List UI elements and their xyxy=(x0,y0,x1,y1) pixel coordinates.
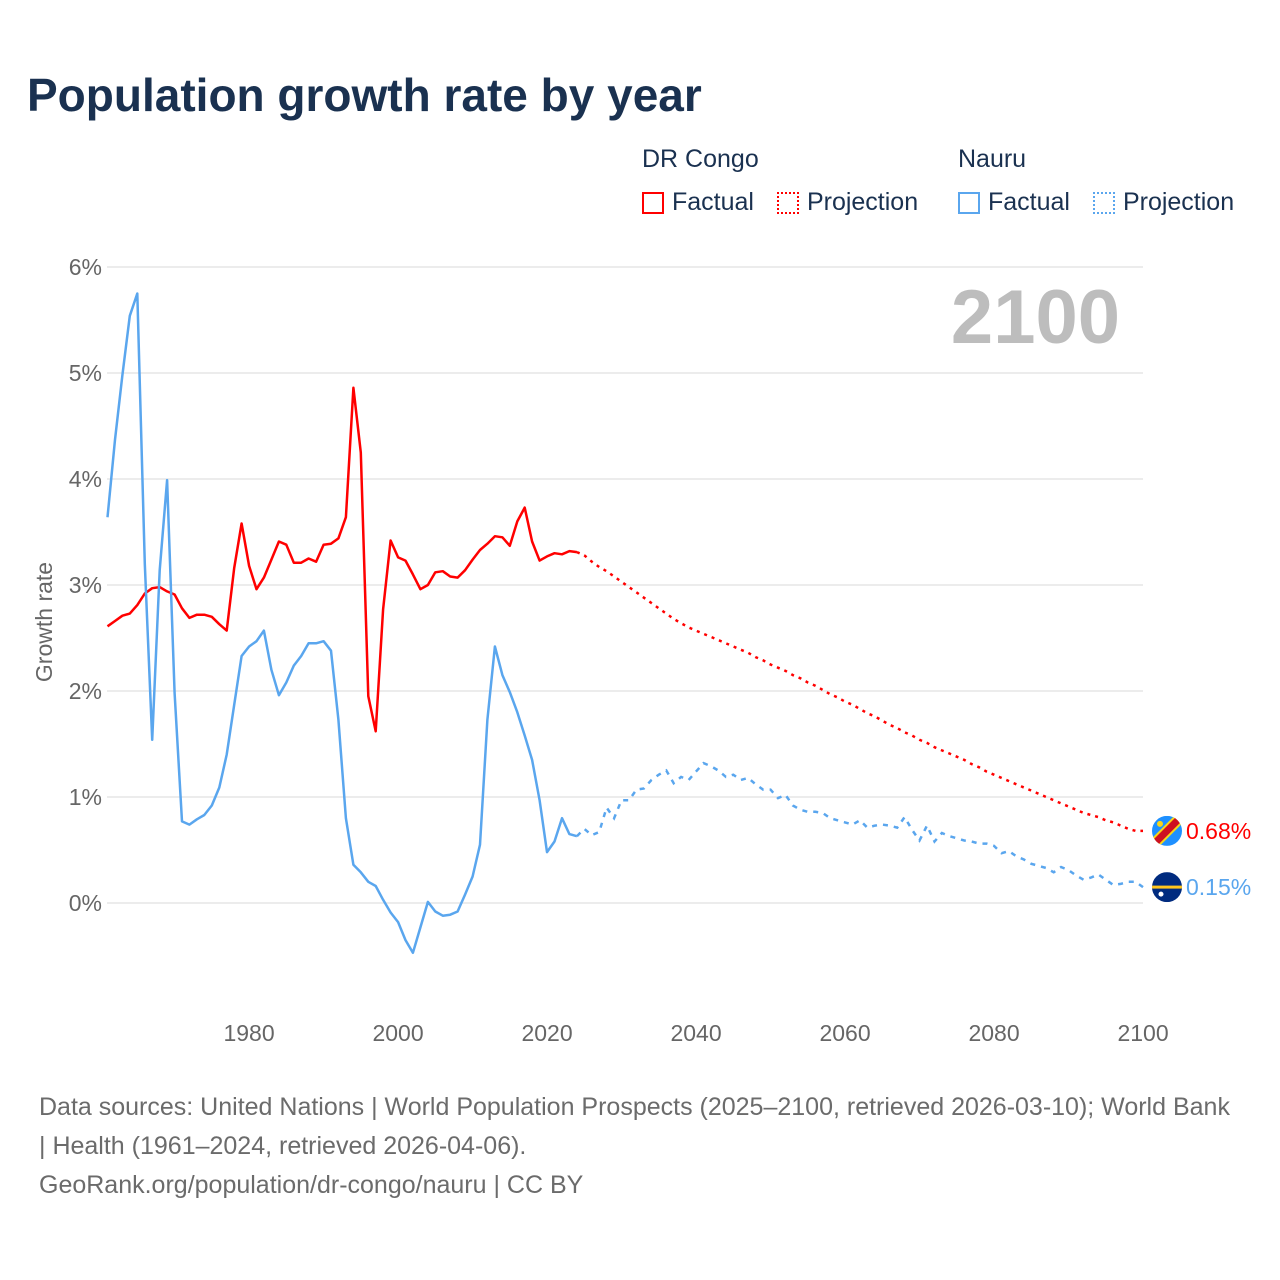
x-tick-label: 2000 xyxy=(372,1020,423,1046)
legend-dr-congo: DR Congo Factual Projection xyxy=(642,145,934,221)
nauru-end-value-label: 0.15% xyxy=(1186,874,1251,900)
x-tick-label: 2040 xyxy=(670,1020,721,1046)
flag-body xyxy=(1152,872,1182,903)
y-tick-label: 5% xyxy=(69,360,102,386)
x-tick-label: 2100 xyxy=(1117,1020,1168,1046)
dr-congo-flag-icon xyxy=(1152,815,1182,846)
y-tick-label: 4% xyxy=(69,466,102,492)
y-tick-label: 6% xyxy=(69,254,102,280)
flag-stripe xyxy=(1152,885,1182,889)
legend-group-label: Nauru xyxy=(958,145,1027,173)
dotted-swatch-icon xyxy=(776,191,799,214)
dotted-swatch-icon xyxy=(1092,191,1115,214)
data-sources: Data sources: United Nations | World Pop… xyxy=(39,1093,1230,1160)
gridlines xyxy=(107,266,1143,904)
chart-title: Population growth rate by year xyxy=(27,69,702,121)
legend-dr-congo-projection[interactable]: Projection xyxy=(776,188,919,217)
credit-link[interactable]: GeoRank.org/population/dr-congo/nauru | … xyxy=(39,1171,584,1199)
legend-nauru: Nauru Factual Projection xyxy=(958,145,1234,221)
legend-nauru-factual[interactable]: Factual xyxy=(958,188,1070,217)
dr-congo-end-value-label: 0.68% xyxy=(1186,818,1251,844)
y-axis-ticks: 0% 1% 2% 3% 4% 5% 6% xyxy=(69,254,102,916)
series-end-markers: 0.68% 0.15% xyxy=(1152,815,1251,903)
legend-label: Projection xyxy=(1122,188,1235,216)
x-tick-label: 1980 xyxy=(223,1020,274,1046)
solid-swatch-icon xyxy=(958,191,980,214)
legend-dr-congo-factual[interactable]: Factual xyxy=(642,188,754,217)
legend-group-label: DR Congo xyxy=(642,145,759,173)
legend-label: Factual xyxy=(988,188,1070,216)
y-tick-label: 3% xyxy=(69,572,102,598)
x-axis-ticks: 1980 2000 2020 2040 2060 2080 2100 xyxy=(223,1020,1168,1046)
nauru-projection-line xyxy=(576,761,1144,889)
nauru-factual-line xyxy=(106,292,578,955)
footer: Data sources: United Nations | World Pop… xyxy=(39,1088,1239,1205)
year-watermark: 2100 xyxy=(951,275,1120,360)
series-lines xyxy=(106,292,1144,955)
legend-nauru-projection[interactable]: Projection xyxy=(1092,188,1235,217)
x-tick-label: 2080 xyxy=(968,1020,1019,1046)
nauru-flag-icon xyxy=(1152,872,1182,903)
flag-body xyxy=(1152,815,1182,846)
x-tick-label: 2060 xyxy=(819,1020,870,1046)
legend-label: Projection xyxy=(806,188,919,216)
line-chart: 0% 1% 2% 3% 4% 5% 6% 1980 2000 2020 2040 2060 2080 2… xyxy=(31,254,1251,1046)
y-tick-label: 2% xyxy=(69,678,102,704)
dr-congo-projection-line xyxy=(576,550,1143,833)
legend-label: Factual xyxy=(672,188,754,216)
flag-star xyxy=(1157,820,1163,827)
y-tick-label: 0% xyxy=(69,890,102,916)
y-axis-label: Growth rate xyxy=(31,562,57,682)
dr-congo-factual-line xyxy=(106,386,578,733)
x-tick-label: 2020 xyxy=(521,1020,572,1046)
flag-star xyxy=(1158,891,1164,897)
solid-swatch-icon xyxy=(642,191,664,214)
y-tick-label: 1% xyxy=(69,784,102,810)
